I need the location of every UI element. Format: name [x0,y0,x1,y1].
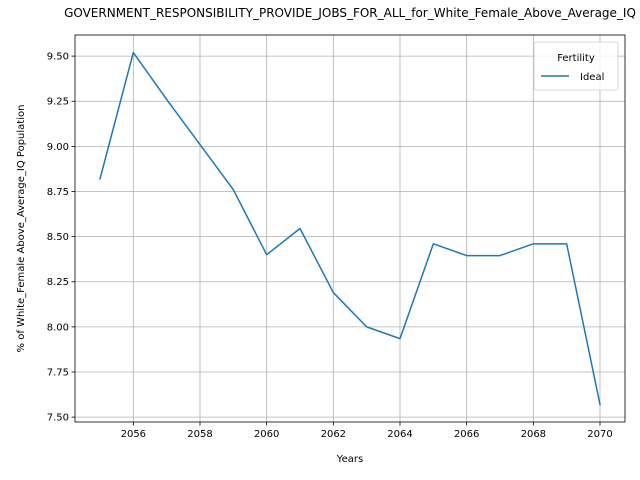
x-tick-label: 2070 [587,429,612,440]
x-tick-label: 2060 [254,429,279,440]
y-tick-label: 7.50 [47,413,69,424]
series-line-ideal [99,51,601,406]
x-tick-label: 2062 [321,429,346,440]
x-axis-label: Years [336,454,363,465]
y-tick-label: 8.75 [47,187,69,198]
x-tick-label: 2066 [454,429,479,440]
y-tick-label: 9.25 [47,97,69,108]
chart-title: GOVERNMENT_RESPONSIBILITY_PROVIDE_JOBS_F… [64,6,636,20]
x-tick-label: 2068 [521,429,546,440]
x-tick-label: 2056 [121,429,146,440]
y-tick-label: 8.00 [47,322,69,333]
legend: Fertility Ideal [533,41,619,91]
y-tick-label: 8.25 [47,277,69,288]
legend-label-ideal: Ideal [580,72,604,83]
y-tick-label: 9.00 [47,142,69,153]
y-axis-label: % of White_Female Above_Average_IQ Popul… [16,105,27,353]
axis-ticks: 2056 2058 2060 2062 2064 2066 2068 2070 7.50 7.75… [47,52,613,440]
x-tick-label: 2058 [187,429,212,440]
grid-lines [75,35,625,422]
y-tick-label: 7.75 [47,368,69,379]
plot-area [99,51,601,406]
y-tick-label: 8.50 [47,232,69,243]
plot-frame [74,34,626,423]
y-tick-label: 9.50 [47,52,69,63]
x-tick-label: 2064 [387,429,412,440]
legend-box [533,41,619,91]
legend-title: Fertility [557,53,595,64]
